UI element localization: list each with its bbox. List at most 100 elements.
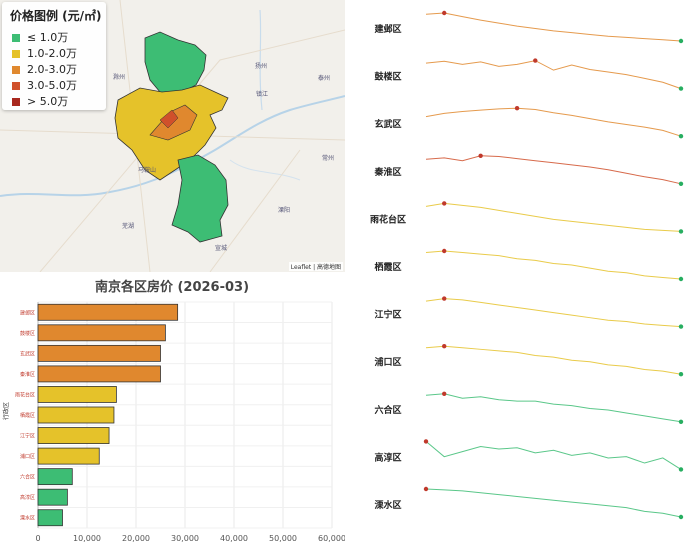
x-tick-label: 60,000 bbox=[318, 534, 345, 543]
bar[interactable] bbox=[37, 386, 117, 403]
chart-title: 南京各区房价 (2026-03) bbox=[95, 279, 249, 295]
max-point bbox=[423, 439, 429, 444]
place-label: 泰州 bbox=[318, 74, 330, 82]
last-point bbox=[678, 324, 684, 329]
x-axis-ticks: 0 10,000 20,000 30,000 40,000 50,000 60,000 bbox=[35, 534, 346, 543]
last-point bbox=[678, 229, 684, 234]
legend-swatch bbox=[12, 50, 20, 58]
district-label: 建邺区 bbox=[374, 23, 401, 35]
last-point bbox=[678, 419, 684, 424]
bar[interactable] bbox=[37, 324, 166, 342]
legend-label: ≤ 1.0万 bbox=[27, 31, 69, 44]
sparkline bbox=[425, 488, 682, 518]
last-point bbox=[678, 134, 684, 139]
bar[interactable] bbox=[37, 488, 68, 506]
sparkline bbox=[425, 441, 682, 470]
place-label: 溧阳 bbox=[278, 206, 290, 214]
sparkline bbox=[425, 155, 682, 185]
max-point bbox=[478, 153, 483, 158]
district-label: 溧水区 bbox=[374, 499, 401, 511]
max-point bbox=[442, 201, 447, 206]
x-tick-label: 30,000 bbox=[171, 534, 199, 543]
legend-swatch bbox=[12, 34, 20, 42]
sparkline-row: 浦口区 bbox=[374, 344, 684, 377]
sparkline bbox=[425, 60, 682, 90]
legend-swatch bbox=[12, 98, 20, 106]
map-panel[interactable]: 滁州 扬州 泰州 镇江 常州 马鞍山 芜湖 宣城 溧阳 价格图例 (元/㎡) ≤… bbox=[0, 0, 345, 272]
last-point bbox=[678, 467, 684, 472]
district-label: 江宁区 bbox=[374, 309, 401, 321]
category-label: 江宁区 bbox=[20, 433, 35, 440]
sparkline-row: 六合区 bbox=[374, 391, 684, 424]
sparkline-row: 溧水区 bbox=[374, 486, 684, 520]
map-attribution[interactable]: Leaflet | 高德地图 bbox=[288, 262, 343, 271]
max-point bbox=[442, 391, 447, 396]
bar[interactable] bbox=[37, 344, 161, 362]
road-3 bbox=[39, 29, 345, 272]
sparkline-row: 高淳区 bbox=[374, 439, 684, 472]
district-core-2[interactable] bbox=[159, 109, 179, 129]
place-label: 镇江 bbox=[256, 90, 268, 98]
bar-chart-svg: 南京各区房价 (2026-03) 行政区 0 10,000 20,000 30,000… bbox=[2, 279, 346, 543]
bar[interactable] bbox=[37, 447, 100, 465]
river-branch bbox=[229, 159, 301, 181]
legend-item: 2.0-3.0万 bbox=[12, 61, 77, 77]
legend-label: 1.0-2.0万 bbox=[27, 47, 77, 60]
legend-label: 2.0-3.0万 bbox=[27, 63, 77, 76]
max-point bbox=[442, 344, 447, 349]
legend-swatch bbox=[12, 82, 20, 90]
district-lishui-gaochun[interactable] bbox=[171, 154, 229, 243]
sparkline-row: 建邺区 bbox=[374, 10, 684, 44]
sparkline bbox=[425, 393, 682, 423]
legend-item: > 5.0万 bbox=[12, 93, 68, 109]
x-tick-label: 20,000 bbox=[122, 534, 150, 543]
category-label: 玄武区 bbox=[20, 350, 35, 357]
category-label: 雨花台区 bbox=[15, 391, 35, 398]
bar[interactable] bbox=[37, 468, 73, 486]
last-point bbox=[678, 181, 684, 186]
category-label: 高淳区 bbox=[20, 494, 35, 501]
max-point bbox=[514, 106, 520, 111]
canal bbox=[259, 9, 263, 111]
sparkline bbox=[425, 202, 682, 232]
district-liuhe[interactable] bbox=[144, 31, 207, 94]
legend-label: > 5.0万 bbox=[27, 95, 69, 108]
category-label: 浦口区 bbox=[20, 453, 35, 460]
bar[interactable] bbox=[37, 303, 179, 321]
x-tick-label: 10,000 bbox=[73, 534, 101, 543]
last-point bbox=[678, 372, 684, 377]
district-label: 浦口区 bbox=[374, 356, 401, 368]
bar[interactable] bbox=[37, 365, 161, 383]
district-label: 雨花台区 bbox=[370, 213, 406, 225]
district-label: 高淳区 bbox=[374, 451, 401, 463]
map-svg[interactable]: 滁州 扬州 泰州 镇江 常州 马鞍山 芜湖 宣城 溧阳 bbox=[0, 0, 345, 272]
sparkline bbox=[425, 107, 682, 137]
max-point bbox=[442, 10, 447, 16]
sparkline bbox=[425, 12, 682, 42]
legend-item: 3.0-5.0万 bbox=[12, 77, 77, 93]
sparkline bbox=[425, 345, 682, 375]
place-label: 滁州 bbox=[113, 73, 125, 81]
sparkline-row: 江宁区 bbox=[374, 296, 684, 329]
last-point bbox=[678, 86, 684, 91]
bar[interactable] bbox=[37, 509, 63, 527]
sparkline-row: 鼓楼区 bbox=[374, 58, 684, 91]
place-label: 宣城 bbox=[215, 244, 227, 252]
category-label: 溧水区 bbox=[20, 515, 35, 522]
sparkline-panel: 建邺区 鼓楼区 玄武区 秦淮区 雨花台区 栖霞区 江宁区 浦口区 六合区 高淳区 溧水区 bbox=[351, 0, 693, 546]
x-tick-label: 0 bbox=[35, 534, 40, 543]
legend-label: 3.0-5.0万 bbox=[27, 79, 77, 92]
legend-title: 价格图例 (元/㎡) bbox=[10, 9, 102, 23]
bar[interactable] bbox=[37, 427, 110, 444]
sparkline bbox=[425, 250, 682, 280]
bar[interactable] bbox=[37, 406, 115, 424]
place-label: 马鞍山 bbox=[138, 166, 156, 174]
legend-swatch bbox=[12, 66, 20, 74]
sparkline-row: 雨花台区 bbox=[370, 201, 684, 234]
max-point bbox=[423, 486, 429, 492]
sparkline bbox=[425, 298, 682, 328]
road-4 bbox=[209, 149, 301, 272]
sparkline-row: 秦淮区 bbox=[373, 153, 684, 186]
sparkline-row: 栖霞区 bbox=[374, 248, 684, 282]
max-point bbox=[442, 248, 447, 254]
